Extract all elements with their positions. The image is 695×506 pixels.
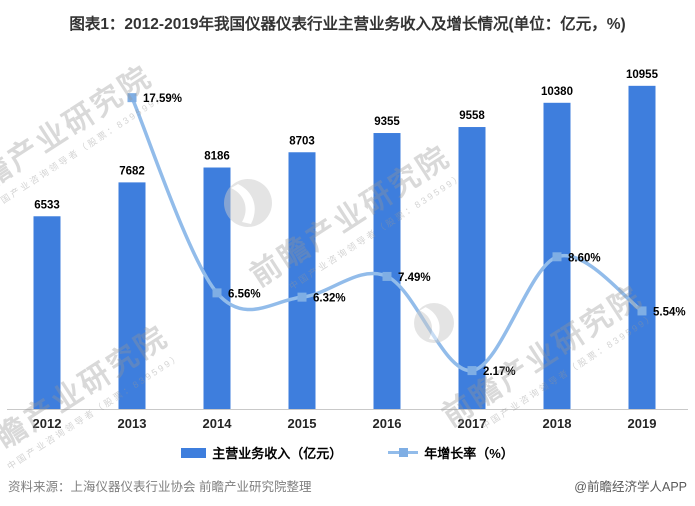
chart-title: 图表1：2012-2019年我国仪器仪表行业主营业务收入及增长情况(单位：亿元，… <box>69 16 626 33</box>
x-axis-label: 2019 <box>628 416 657 431</box>
legend-item-growth: 年增长率（%） <box>388 443 514 462</box>
plot-area: 6533 2012 7682 2013 8186 2014 8703 2015 9355 2016… <box>7 69 688 431</box>
bar-2015 <box>288 152 316 409</box>
line-value-label: 2.17% <box>483 366 516 378</box>
legend-line-swatch <box>388 448 419 457</box>
line-marker <box>212 288 222 298</box>
legend-item-revenue: 主营业务收入（亿元） <box>181 443 342 462</box>
line-marker <box>637 306 647 316</box>
line-marker <box>552 252 562 262</box>
line-value-label: 6.32% <box>313 293 346 305</box>
line-marker <box>127 93 137 103</box>
bar-value-label: 9355 <box>374 116 400 128</box>
line-marker <box>467 366 477 376</box>
bar-2012 <box>33 216 61 409</box>
x-axis-label: 2015 <box>288 416 317 431</box>
x-axis-label: 2018 <box>543 416 572 431</box>
bar-value-label: 8186 <box>204 151 230 163</box>
line-marker <box>297 292 307 302</box>
line-value-label: 7.49% <box>398 272 431 284</box>
line-value-label: 17.59% <box>143 93 182 105</box>
bar-value-label: 10380 <box>541 86 573 98</box>
bar-2019 <box>628 85 656 409</box>
x-axis-label: 2013 <box>118 416 147 431</box>
legend-bar-swatch <box>181 447 207 458</box>
bar-2016 <box>373 133 401 409</box>
bar-value-label: 9558 <box>459 110 485 122</box>
bar-2017 <box>458 127 486 409</box>
legend: 主营业务收入（亿元） 年增长率（%） <box>0 443 695 462</box>
x-axis-label: 2017 <box>458 416 487 431</box>
x-axis-label: 2012 <box>33 416 62 431</box>
line-value-label: 8.60% <box>568 252 601 264</box>
x-axis-label: 2016 <box>373 416 402 431</box>
legend-line-label: 年增长率（%） <box>424 446 514 461</box>
bar-value-label: 7682 <box>119 165 145 177</box>
credit-note: @前瞻经济学人APP <box>574 480 687 494</box>
bar-2013 <box>118 182 146 409</box>
legend-bar-label: 主营业务收入（亿元） <box>212 446 343 461</box>
bar-value-label: 8703 <box>289 135 315 147</box>
line-value-label: 5.54% <box>653 306 686 318</box>
x-axis-label: 2014 <box>203 416 233 431</box>
bar-value-label: 10955 <box>626 69 659 81</box>
line-value-label: 6.56% <box>228 288 261 300</box>
bar-2014 <box>203 167 231 409</box>
bar-value-label: 6533 <box>34 199 60 211</box>
line-marker <box>382 271 392 281</box>
source-note: 资料来源：上海仪器仪表行业协会 前瞻产业研究院整理 <box>8 480 312 494</box>
footer: 资料来源：上海仪器仪表行业协会 前瞻产业研究院整理 @前瞻经济学人APP <box>8 476 687 495</box>
